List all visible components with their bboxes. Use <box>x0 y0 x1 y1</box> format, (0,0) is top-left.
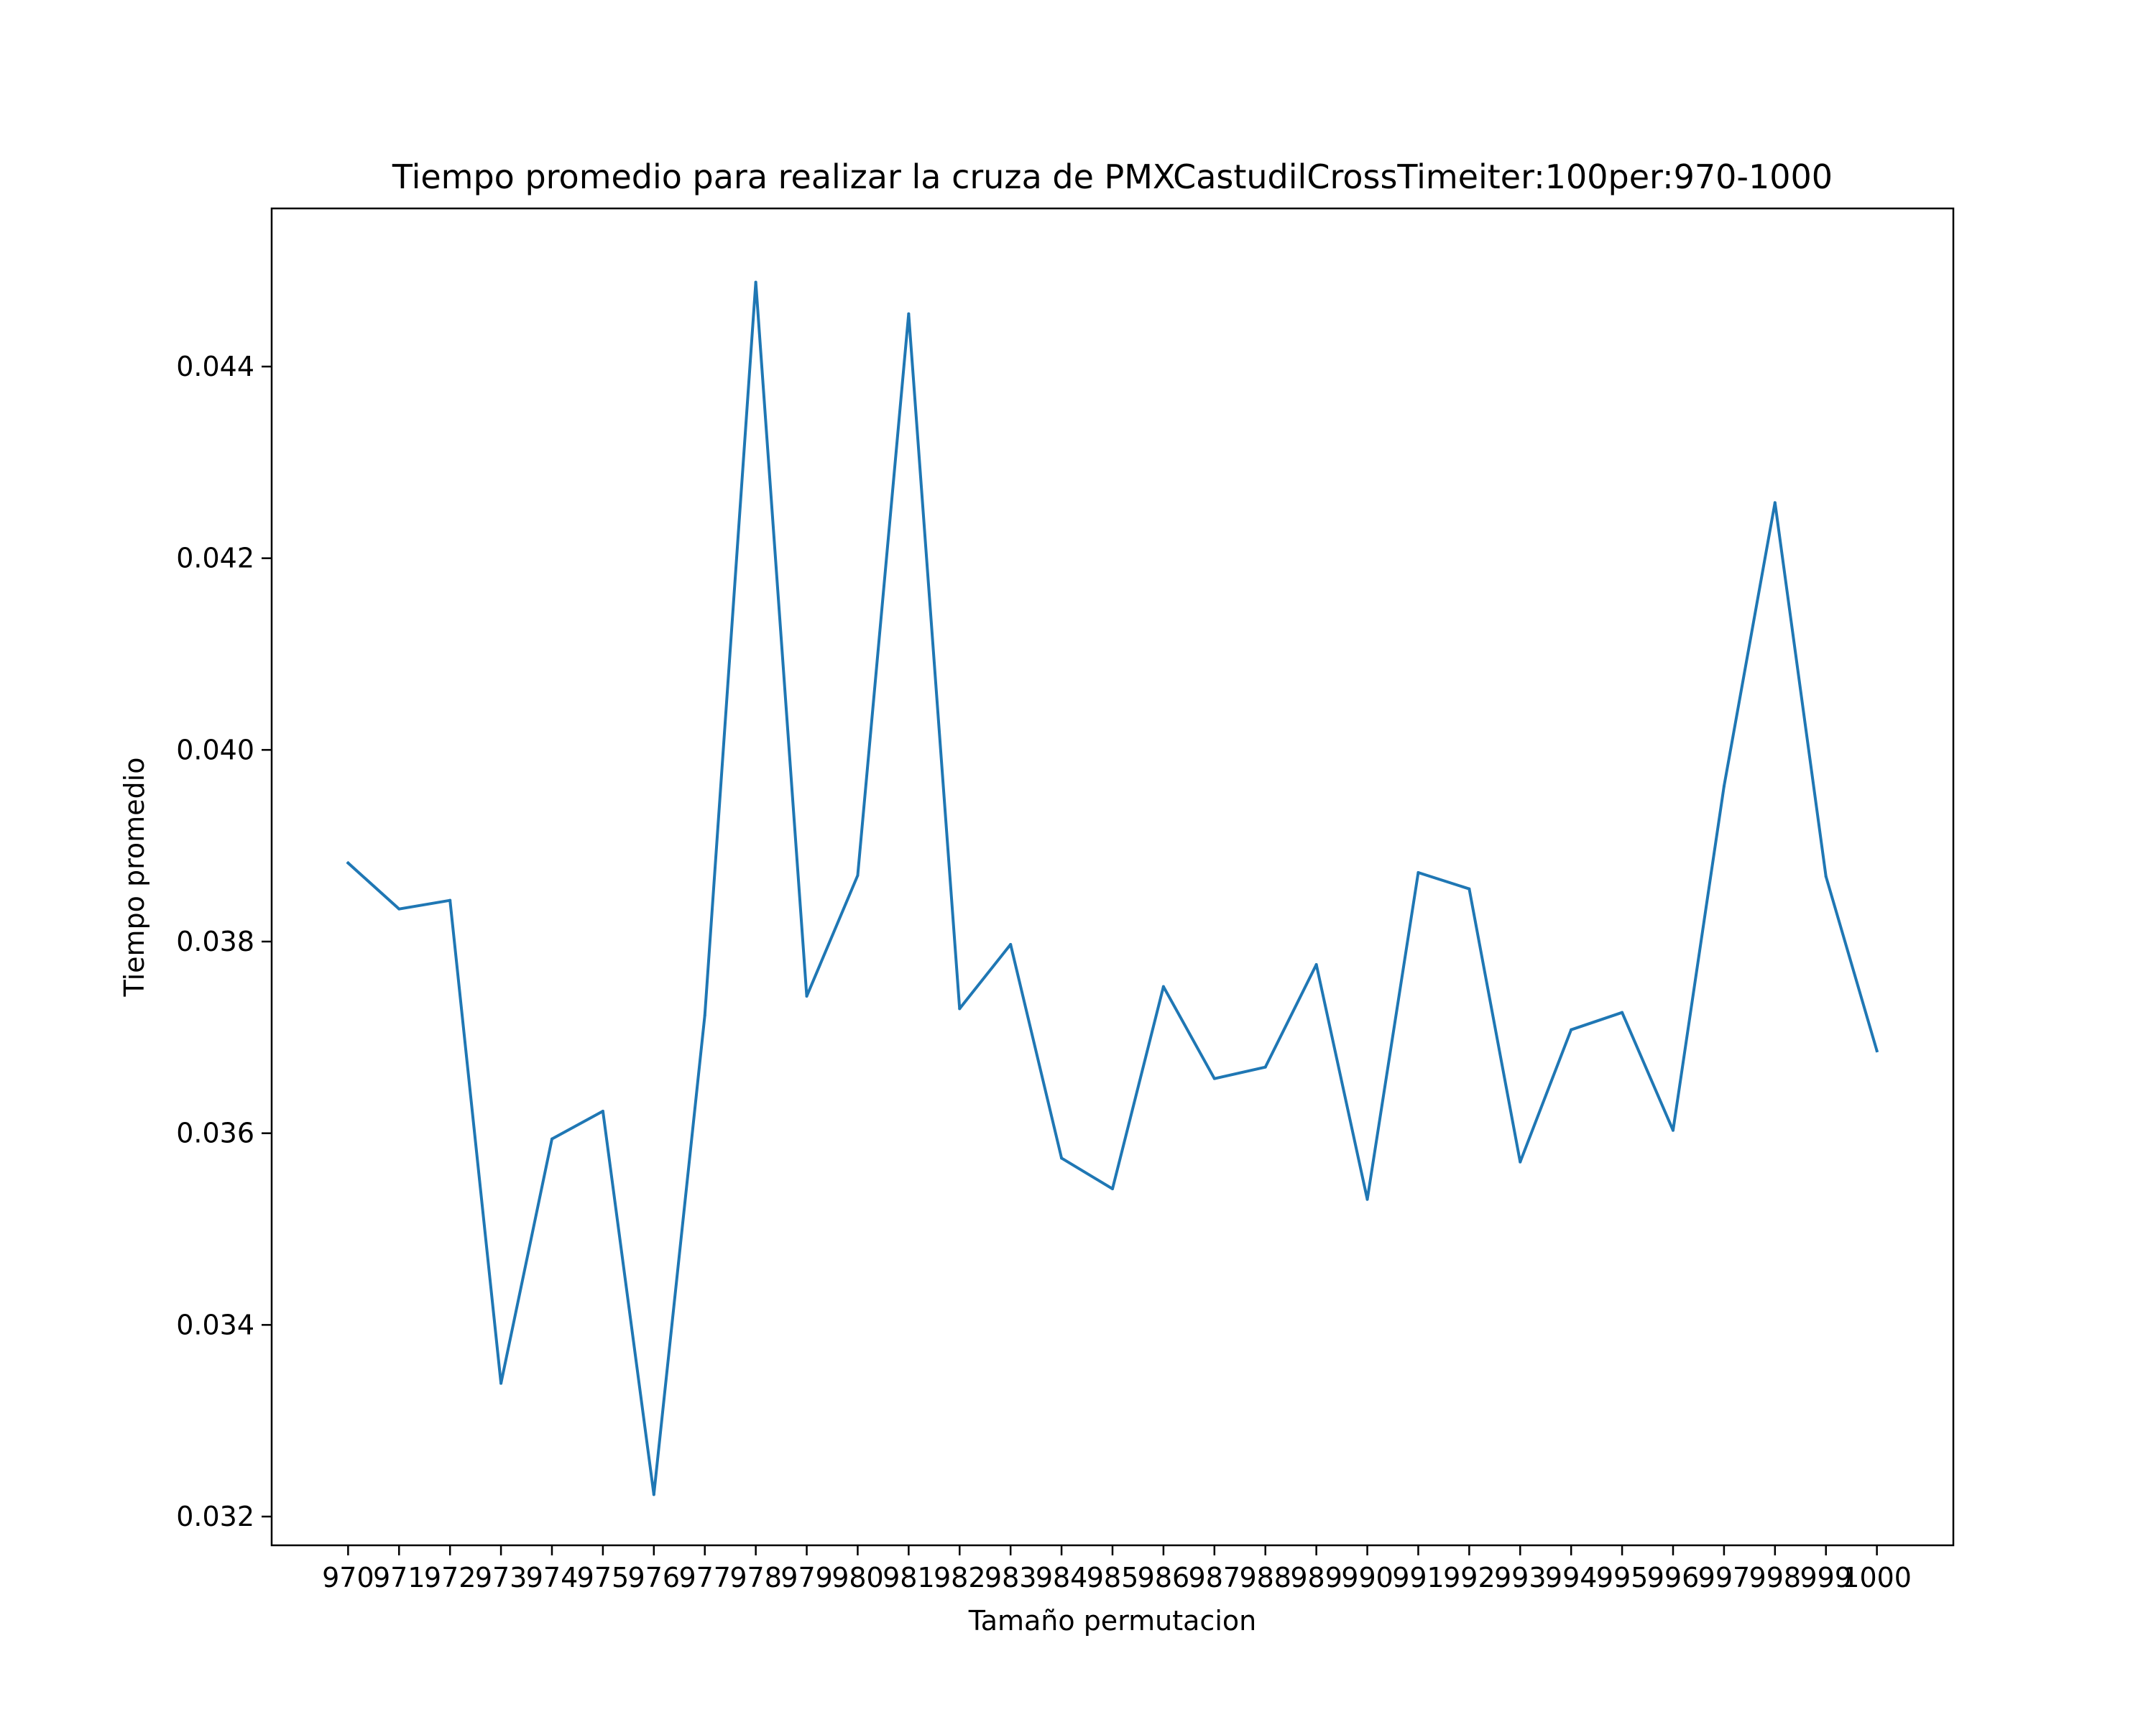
x-tick-label: 974 <box>526 1562 579 1593</box>
data-point <box>499 1381 503 1385</box>
x-tick-label: 988 <box>1239 1562 1291 1593</box>
x-tick-label: 998 <box>1749 1562 1802 1593</box>
x-tick-label: 996 <box>1647 1562 1700 1593</box>
x-tick-label: 984 <box>1036 1562 1088 1593</box>
data-point <box>1060 1156 1064 1160</box>
x-tick-label: 978 <box>729 1562 782 1593</box>
y-tick-label: 0.044 <box>176 351 254 382</box>
x-tick-label: 973 <box>475 1562 528 1593</box>
x-tick-label: 979 <box>780 1562 833 1593</box>
data-point <box>601 1110 604 1113</box>
data-point <box>703 1013 706 1017</box>
data-point <box>1722 785 1726 788</box>
x-tick-label: 980 <box>831 1562 884 1593</box>
data-point <box>754 280 757 284</box>
x-axis-ticks: 9709719729739749759769779789799809819829… <box>322 1545 1912 1593</box>
x-tick-label: 985 <box>1087 1562 1139 1593</box>
data-point <box>1875 1049 1879 1052</box>
x-tick-label: 993 <box>1494 1562 1547 1593</box>
x-tick-label: 989 <box>1290 1562 1342 1593</box>
data-point <box>397 907 401 911</box>
data-point <box>1111 1187 1114 1190</box>
x-tick-label: 975 <box>577 1562 630 1593</box>
data-point <box>1365 1197 1369 1201</box>
data-point <box>856 874 860 877</box>
y-tick-label: 0.040 <box>176 734 254 765</box>
x-tick-label: 995 <box>1596 1562 1649 1593</box>
series-layer <box>346 280 1879 1496</box>
data-point <box>1824 875 1828 878</box>
x-tick-label: 994 <box>1545 1562 1598 1593</box>
x-tick-label: 997 <box>1698 1562 1751 1593</box>
data-point <box>652 1493 655 1496</box>
x-tick-label: 982 <box>934 1562 986 1593</box>
y-axis-label: Tiempo promedio <box>119 758 150 998</box>
x-tick-label: 987 <box>1189 1562 1241 1593</box>
data-point <box>805 995 808 998</box>
x-tick-label: 991 <box>1392 1562 1445 1593</box>
y-axis-ticks: 0.032 0.034 0.036 0.038 0.040 0.042 0.044 <box>176 351 272 1532</box>
data-point <box>1519 1160 1522 1164</box>
data-point <box>1672 1128 1674 1132</box>
y-tick-label: 0.036 <box>176 1118 254 1149</box>
x-tick-label: 990 <box>1341 1562 1393 1593</box>
x-tick-label: 970 <box>322 1562 374 1593</box>
chart-title: Tiempo promedio para realizar la cruza d… <box>392 157 1833 196</box>
data-point <box>1212 1077 1216 1080</box>
data-point <box>1161 985 1165 988</box>
data-point <box>1416 871 1420 874</box>
data-point <box>958 1007 962 1011</box>
data-point <box>1621 1011 1624 1014</box>
y-tick-label: 0.034 <box>176 1309 254 1340</box>
data-point <box>448 898 452 902</box>
x-tick-label: 981 <box>883 1562 935 1593</box>
plot-area-frame <box>270 207 1955 1547</box>
data-point <box>1773 501 1777 505</box>
data-point <box>1314 963 1318 966</box>
x-tick-label: 992 <box>1443 1562 1496 1593</box>
x-tick-label: 999 <box>1800 1562 1852 1593</box>
data-point <box>1009 943 1013 946</box>
data-point <box>907 312 911 316</box>
x-tick-label: 1000 <box>1842 1562 1912 1593</box>
data-point <box>550 1137 553 1141</box>
y-tick-label: 0.042 <box>176 543 254 574</box>
y-tick-label: 0.032 <box>176 1501 254 1532</box>
x-tick-label: 986 <box>1138 1562 1190 1593</box>
y-tick-label: 0.038 <box>176 926 254 957</box>
x-tick-label: 976 <box>628 1562 681 1593</box>
x-axis-label: Tamaño permutacion <box>968 1605 1256 1637</box>
data-point <box>1570 1028 1573 1031</box>
x-tick-label: 972 <box>424 1562 476 1593</box>
x-tick-label: 971 <box>373 1562 425 1593</box>
x-tick-label: 977 <box>678 1562 731 1593</box>
data-point <box>1468 887 1471 891</box>
x-tick-label: 983 <box>985 1562 1037 1593</box>
data-point <box>1263 1065 1267 1069</box>
data-point <box>346 861 350 865</box>
